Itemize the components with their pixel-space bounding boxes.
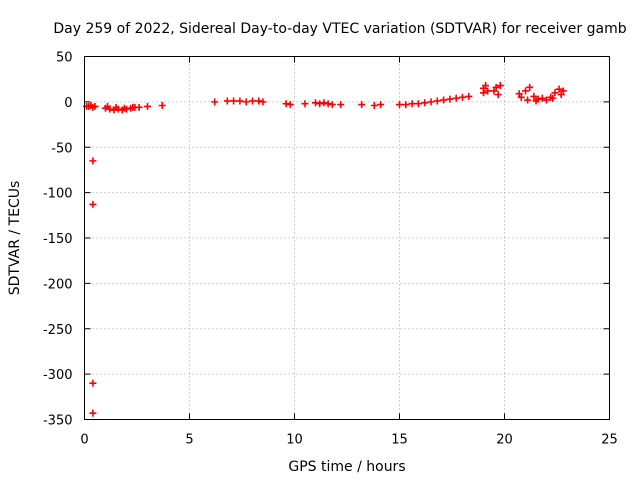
- data-points: [83, 82, 567, 417]
- data-point: [91, 102, 99, 110]
- data-point: [524, 96, 532, 104]
- data-point: [549, 94, 557, 102]
- data-point: [89, 379, 97, 387]
- y-tick-label: -350: [43, 414, 73, 429]
- data-point: [446, 95, 454, 103]
- x-axis-label: GPS time / hours: [288, 459, 405, 475]
- data-point: [517, 93, 525, 101]
- data-point: [414, 100, 422, 108]
- data-point: [316, 100, 324, 108]
- data-point: [440, 96, 448, 104]
- data-point: [396, 101, 403, 109]
- data-point: [496, 82, 504, 90]
- data-point: [421, 99, 429, 107]
- y-tick-label: -200: [43, 277, 73, 292]
- data-point: [211, 98, 219, 106]
- data-point: [408, 100, 416, 108]
- x-axis-ticks: 0 5 10 15 20 25: [80, 56, 618, 448]
- data-point: [559, 87, 567, 95]
- x-tick-label: 0: [80, 433, 88, 448]
- y-axis-label: SDTVAR / TECUs: [7, 181, 23, 296]
- data-point: [320, 99, 328, 107]
- grid-lines: [84, 56, 610, 420]
- data-point: [255, 97, 263, 105]
- data-point: [249, 97, 256, 105]
- data-point: [104, 102, 112, 110]
- data-point: [551, 89, 559, 97]
- x-tick-label: 25: [601, 433, 618, 448]
- y-tick-label: -300: [43, 368, 73, 383]
- data-point: [328, 101, 336, 109]
- y-axis-ticks: 50 0 -50 -100 -150 -200 -250 -300 -350: [43, 51, 610, 429]
- data-point: [120, 104, 128, 112]
- data-point: [301, 100, 309, 108]
- data-point: [135, 103, 143, 111]
- data-point: [555, 85, 563, 93]
- data-point: [377, 101, 385, 109]
- x-tick-label: 15: [391, 433, 408, 448]
- data-point: [223, 97, 231, 105]
- y-tick-label: -50: [51, 141, 72, 156]
- data-point: [337, 101, 345, 109]
- data-point: [490, 87, 498, 95]
- data-point: [557, 91, 565, 99]
- data-point: [89, 157, 97, 165]
- y-tick-label: 0: [64, 96, 72, 111]
- y-tick-label: 50: [56, 51, 73, 66]
- data-point: [286, 101, 294, 109]
- chart-title: Day 259 of 2022, Sidereal Day-to-day VTE…: [53, 21, 626, 37]
- data-point: [530, 92, 538, 100]
- data-point: [484, 87, 492, 95]
- data-point: [158, 102, 166, 110]
- data-point: [427, 98, 435, 106]
- data-point: [112, 103, 120, 111]
- data-point: [89, 200, 97, 208]
- y-tick-label: -100: [43, 187, 73, 202]
- data-point: [236, 97, 244, 105]
- data-point: [433, 97, 441, 105]
- x-tick-label: 20: [496, 433, 513, 448]
- data-point: [538, 94, 546, 102]
- data-point: [259, 98, 267, 106]
- data-point: [129, 103, 137, 111]
- data-point: [89, 409, 97, 417]
- data-point: [494, 91, 502, 99]
- data-point: [402, 101, 410, 109]
- data-point: [452, 94, 460, 102]
- y-tick-label: -150: [43, 232, 73, 247]
- data-point: [230, 97, 238, 105]
- plot-frame: [84, 56, 610, 420]
- data-point: [465, 92, 473, 100]
- data-point: [312, 99, 319, 107]
- data-point: [358, 101, 366, 109]
- data-point: [459, 93, 466, 101]
- y-tick-label: -250: [43, 323, 73, 338]
- data-point: [144, 102, 151, 110]
- data-point: [543, 96, 550, 104]
- data-point: [482, 82, 490, 90]
- data-point: [532, 97, 540, 105]
- x-tick-label: 5: [185, 433, 193, 448]
- data-point: [515, 90, 523, 98]
- data-point: [324, 100, 332, 108]
- data-point: [242, 98, 250, 106]
- data-point: [522, 87, 529, 95]
- data-point: [492, 83, 500, 91]
- data-point: [526, 83, 534, 91]
- x-tick-label: 10: [286, 433, 303, 448]
- data-point: [282, 100, 290, 108]
- data-point: [370, 102, 378, 110]
